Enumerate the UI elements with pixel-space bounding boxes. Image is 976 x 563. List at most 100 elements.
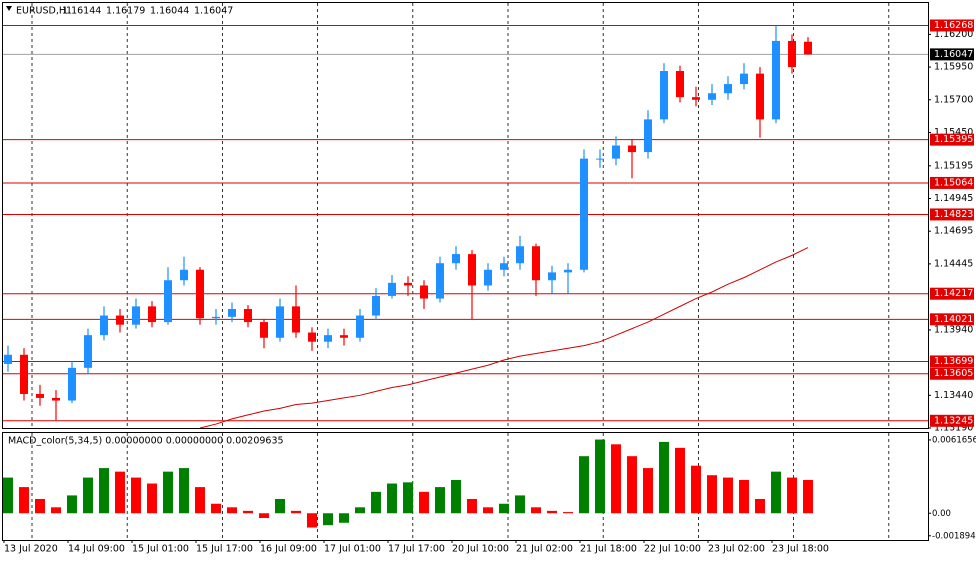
level-label-bg bbox=[930, 133, 974, 146]
macd-bar bbox=[307, 513, 317, 528]
x-tick-label: 23 Jul 18:00 bbox=[772, 544, 829, 555]
y-tick-label: 1.15195 bbox=[934, 160, 973, 171]
candle-body bbox=[116, 315, 124, 325]
candle-body bbox=[564, 269, 572, 273]
macd-bar bbox=[339, 513, 349, 523]
macd-bar bbox=[483, 507, 493, 514]
candle-body bbox=[580, 158, 588, 270]
macd-bar bbox=[355, 507, 365, 514]
candle-body bbox=[244, 309, 252, 323]
x-tick-label: 21 Jul 02:00 bbox=[516, 544, 573, 555]
candle-body bbox=[788, 40, 796, 68]
level-label: 1.13245 bbox=[934, 415, 973, 426]
candle-body bbox=[516, 246, 524, 264]
main-frame bbox=[2, 2, 929, 429]
candle-body bbox=[180, 269, 188, 281]
x-tick-label: 15 Jul 01:00 bbox=[132, 544, 189, 555]
candle-body bbox=[132, 306, 140, 325]
candle-body bbox=[292, 306, 300, 333]
macd-bar bbox=[675, 447, 685, 514]
candle-body bbox=[276, 306, 284, 338]
macd-bar bbox=[547, 510, 557, 514]
macd-bar bbox=[787, 477, 797, 514]
candle-body bbox=[4, 354, 12, 364]
x-tick-label: 21 Jul 18:00 bbox=[580, 544, 637, 555]
macd-bar bbox=[131, 477, 141, 514]
candle-body bbox=[596, 158, 604, 160]
header-value: 1.16047 bbox=[194, 6, 233, 17]
candle-body bbox=[628, 145, 636, 153]
macd-bar bbox=[35, 498, 45, 514]
level-label: 1.15395 bbox=[934, 134, 973, 145]
macd-bar bbox=[643, 468, 653, 514]
level-label: 1.13605 bbox=[934, 368, 973, 379]
x-tick-label: 23 Jul 02:00 bbox=[708, 544, 765, 555]
macd-bar bbox=[627, 456, 637, 514]
candle-body bbox=[420, 285, 428, 299]
x-tick-label: 13 Jul 2020 bbox=[4, 544, 58, 555]
y-tick-label: 1.15450 bbox=[934, 127, 973, 138]
header-value: 1.16044 bbox=[150, 6, 189, 17]
level-label-bg bbox=[930, 313, 974, 326]
y-tick-label: 1.13190 bbox=[934, 423, 973, 434]
macd-bar bbox=[451, 479, 461, 514]
y-tick-label: 1.15950 bbox=[934, 62, 973, 73]
y-tick-label: 1.14945 bbox=[934, 193, 973, 204]
candle-body bbox=[36, 394, 44, 398]
candle-body bbox=[148, 306, 156, 323]
candle-body bbox=[676, 71, 684, 98]
macd-bar bbox=[755, 498, 765, 514]
macd-bar bbox=[723, 477, 733, 514]
x-tick-label: 17 Jul 17:00 bbox=[388, 544, 445, 555]
candle-body bbox=[484, 269, 492, 286]
macd-bar bbox=[243, 510, 253, 514]
level-label: 1.14823 bbox=[934, 209, 973, 220]
level-label-bg bbox=[930, 19, 974, 32]
candle-body bbox=[740, 73, 748, 85]
moving-average bbox=[199, 247, 809, 429]
candle-body bbox=[756, 73, 764, 120]
macd-bar bbox=[275, 498, 285, 514]
macd-bar bbox=[163, 471, 173, 514]
candle-body bbox=[500, 263, 508, 270]
macd-bar bbox=[499, 503, 509, 514]
candle-body bbox=[452, 254, 460, 264]
level-label: 1.16268 bbox=[934, 20, 973, 31]
macd-bar bbox=[179, 468, 189, 514]
candle-body bbox=[660, 71, 668, 120]
candle-body bbox=[228, 309, 236, 317]
x-tick-label: 16 Jul 09:00 bbox=[260, 544, 317, 555]
y-tick-label: 1.16200 bbox=[934, 29, 973, 40]
x-tick-label: 17 Jul 01:00 bbox=[324, 544, 381, 555]
y-tick-label: 1.13440 bbox=[934, 390, 973, 401]
macd-bar bbox=[515, 495, 525, 514]
candle-body bbox=[436, 263, 444, 299]
macd-bar bbox=[611, 444, 621, 514]
macd-bar bbox=[371, 491, 381, 514]
macd-bar bbox=[595, 439, 605, 514]
candle-body bbox=[196, 269, 204, 319]
candle-body bbox=[388, 282, 396, 296]
macd-bar bbox=[227, 507, 237, 514]
level-label-bg bbox=[930, 176, 974, 189]
candle-body bbox=[324, 335, 332, 342]
macd-bar bbox=[19, 487, 29, 514]
y-tick-label: 1.14695 bbox=[934, 226, 973, 237]
candle-body bbox=[804, 41, 812, 55]
macd-bar bbox=[291, 510, 301, 514]
candle-body bbox=[100, 315, 108, 336]
candle-body bbox=[468, 254, 476, 286]
macd-bar bbox=[691, 465, 701, 514]
level-label: 1.13699 bbox=[934, 356, 973, 367]
macd-bar bbox=[531, 507, 541, 514]
y-tick-label: 1.15700 bbox=[934, 94, 973, 105]
candle-body bbox=[164, 280, 172, 323]
macd-bar bbox=[387, 483, 397, 514]
candle-body bbox=[548, 272, 556, 281]
macd-bar bbox=[99, 468, 109, 514]
symbol: EURUSD,H1 bbox=[16, 6, 72, 17]
symbol-marker bbox=[6, 6, 12, 11]
current-price-label: 1.16047 bbox=[934, 49, 973, 60]
